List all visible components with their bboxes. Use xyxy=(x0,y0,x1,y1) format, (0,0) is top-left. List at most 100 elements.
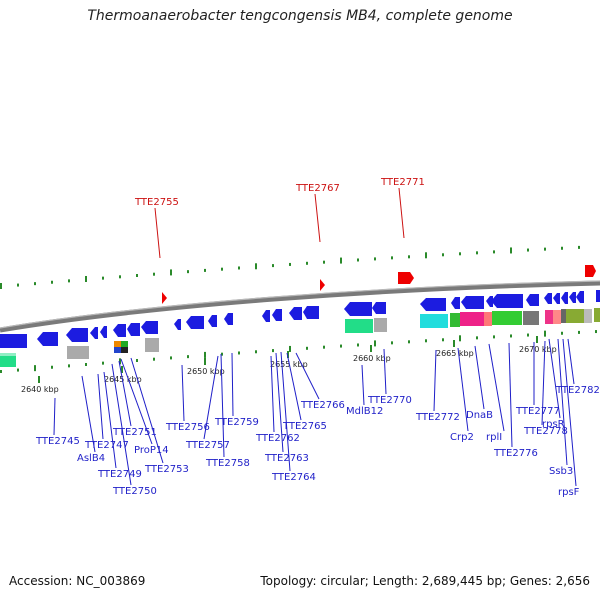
gene-arrow[interactable] xyxy=(344,302,372,316)
gene-arrow[interactable] xyxy=(561,292,568,304)
feature-box[interactable] xyxy=(0,353,16,367)
feature-box[interactable] xyxy=(584,309,592,323)
scale-tick-label: 2640 kbp xyxy=(21,385,59,394)
gene-arrow[interactable] xyxy=(289,307,302,320)
gene-arrow[interactable] xyxy=(526,294,539,306)
gene-label[interactable]: Crp2 xyxy=(450,432,474,443)
gene-label[interactable]: TTE2747 xyxy=(84,440,129,451)
gene-label[interactable]: TTE2758 xyxy=(205,458,250,469)
gene-arrow[interactable] xyxy=(596,290,600,302)
gene-label[interactable]: TTE2772 xyxy=(415,412,460,423)
gene-arrow[interactable] xyxy=(303,306,319,319)
gene-arrow[interactable] xyxy=(113,324,126,337)
gene-label[interactable]: TTE2770 xyxy=(367,395,412,406)
gene-labels: TTE2755 TTE2767 TTE2771 TTE2745 AslB4 TTE2747… xyxy=(35,177,600,498)
feature-box[interactable] xyxy=(460,312,484,326)
genome-backbone xyxy=(0,280,600,333)
gene-arrow[interactable] xyxy=(272,309,282,321)
feature-box[interactable] xyxy=(561,309,566,323)
feature-box[interactable] xyxy=(114,341,121,347)
gene-label[interactable]: TTE2765 xyxy=(282,421,327,432)
gene-arrow[interactable] xyxy=(262,310,270,322)
gene-arrow[interactable] xyxy=(208,315,217,327)
gene-label[interactable]: DnaB xyxy=(466,410,493,421)
gene-label[interactable]: rpsF xyxy=(558,487,580,498)
scale-tick-label: 2660 kbp xyxy=(353,354,391,363)
gene-label[interactable]: TTE2759 xyxy=(214,417,259,428)
gene-label[interactable]: TTE2777 xyxy=(515,406,560,417)
gene-label[interactable]: ProP14 xyxy=(134,445,169,456)
feature-box[interactable] xyxy=(492,311,522,325)
gene-arrow[interactable] xyxy=(90,327,98,339)
gene-arrow[interactable] xyxy=(100,326,107,338)
gene-label[interactable]: TTE2763 xyxy=(264,453,309,464)
accession-text: Accession: NC_003869 xyxy=(9,574,146,588)
gene-label[interactable]: TTE2750 xyxy=(112,486,157,497)
feature-box[interactable] xyxy=(420,314,448,328)
gene-arrow[interactable] xyxy=(491,294,523,308)
feature-box[interactable] xyxy=(114,347,121,353)
gene-label[interactable]: MdlB12 xyxy=(346,406,383,417)
gene-arrow[interactable] xyxy=(372,302,386,314)
gene-label[interactable]: TTE2778 xyxy=(523,426,568,437)
trna-label[interactable]: TTE2771 xyxy=(380,177,425,188)
gene-arrow[interactable] xyxy=(66,328,88,342)
gene-label[interactable]: rplI xyxy=(486,432,502,443)
feature-box[interactable] xyxy=(545,310,553,324)
scale-tick-label: 2650 kbp xyxy=(187,367,225,376)
gene-arrow[interactable] xyxy=(37,332,58,346)
gene-arrow[interactable] xyxy=(186,316,204,329)
gene-label[interactable]: rpsR xyxy=(542,419,565,430)
gene-arrow[interactable] xyxy=(486,296,493,307)
trna-marker[interactable] xyxy=(398,272,414,284)
feature-box[interactable] xyxy=(67,346,89,359)
gene-arrow[interactable] xyxy=(461,296,484,309)
trna-marker[interactable] xyxy=(162,292,167,304)
trna-marker[interactable] xyxy=(320,279,325,291)
gene-label[interactable]: TTE2749 xyxy=(97,469,142,480)
gene-label[interactable]: TTE2757 xyxy=(185,440,230,451)
gene-label[interactable]: TTE2776 xyxy=(493,448,538,459)
feature-box[interactable] xyxy=(345,319,373,333)
gene-label[interactable]: TTE2745 xyxy=(35,436,80,447)
gene-label[interactable]: TTE2782 xyxy=(555,385,600,396)
feature-box[interactable] xyxy=(121,347,128,353)
feature-box[interactable] xyxy=(553,310,561,324)
gene-arrow[interactable] xyxy=(451,297,460,309)
feature-box[interactable] xyxy=(523,311,539,325)
trna-label[interactable]: TTE2755 xyxy=(134,197,179,208)
feature-box[interactable] xyxy=(450,313,460,327)
gene-arrow[interactable] xyxy=(569,292,576,303)
gene-label[interactable]: TTE2751 xyxy=(112,427,157,438)
gene-label[interactable]: TTE2764 xyxy=(271,472,316,483)
gene-arrow[interactable] xyxy=(141,321,158,334)
map-title: Thermoanaerobacter tengcongensis MB4, co… xyxy=(87,8,513,24)
feature-box[interactable] xyxy=(484,312,492,326)
feature-box[interactable] xyxy=(566,309,584,323)
feature-box[interactable] xyxy=(145,338,159,352)
gene-arrow[interactable] xyxy=(576,291,584,303)
gene-label[interactable]: TTE2762 xyxy=(255,433,300,444)
gene-arrow[interactable] xyxy=(127,323,140,336)
feature-box[interactable] xyxy=(121,341,128,347)
trna-marker[interactable] xyxy=(585,265,596,277)
gene-label[interactable]: AslB4 xyxy=(77,453,105,464)
trna-label[interactable]: TTE2767 xyxy=(295,183,340,194)
scale-tick-label: 2670 kbp xyxy=(519,345,557,354)
scale-tick-label: 2655 kbp xyxy=(270,360,308,369)
feature-boxes xyxy=(0,308,600,367)
gene-arrow[interactable] xyxy=(224,313,233,325)
gene-arrow[interactable] xyxy=(174,319,181,330)
gene-label[interactable]: TTE2766 xyxy=(300,400,345,411)
gene-arrow[interactable] xyxy=(544,293,552,304)
gene-arrow[interactable] xyxy=(0,334,27,348)
gene-arrow[interactable] xyxy=(420,298,446,311)
gene-arrow[interactable] xyxy=(553,293,560,304)
gene-label[interactable]: TTE2753 xyxy=(144,464,189,475)
feature-box[interactable] xyxy=(594,308,600,322)
feature-box[interactable] xyxy=(374,318,387,332)
gene-label[interactable]: TTE2756 xyxy=(165,422,210,433)
gene-label[interactable]: Ssb3 xyxy=(549,466,573,477)
trna-markers xyxy=(162,265,596,304)
